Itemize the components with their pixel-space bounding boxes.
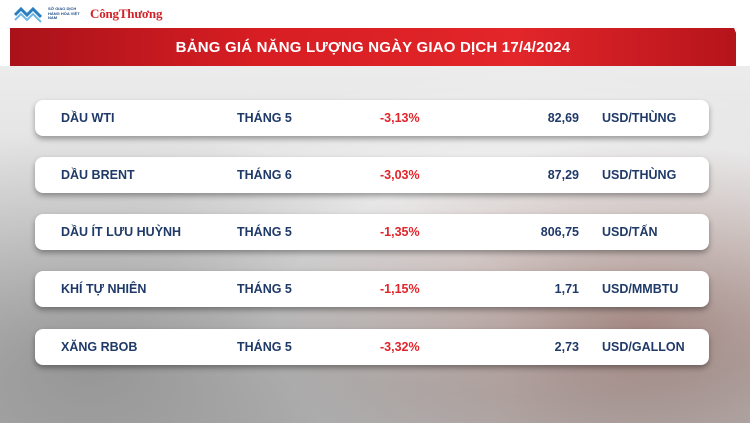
- exchange-logo-icon: [14, 6, 42, 23]
- contract-month: THÁNG 5: [237, 282, 292, 296]
- contract-month: THÁNG 5: [237, 111, 292, 125]
- price-value: 82,69: [547, 111, 579, 125]
- contract-month: THÁNG 6: [237, 168, 292, 182]
- price-change: -3,32%: [380, 340, 420, 354]
- price-value: 806,75: [540, 225, 579, 239]
- table-row: DẦU ÍT LƯU HUỲNH THÁNG 5 -1,35% 806,75 U…: [35, 214, 709, 250]
- table-row: KHÍ TỰ NHIÊN THÁNG 5 -1,15% 1,71 USD/MMB…: [35, 271, 709, 307]
- price-value: 1,71: [554, 282, 579, 296]
- exchange-name: SỞ GIAO DỊCH HÀNG HÓA VIỆT NAM: [48, 6, 80, 21]
- price-unit: USD/THÙNG: [602, 168, 677, 182]
- price-unit: USD/MMBTU: [602, 282, 679, 296]
- price-change: -3,03%: [380, 168, 420, 182]
- price-unit: USD/THÙNG: [602, 111, 677, 125]
- table-row: DẦU WTI THÁNG 5 -3,13% 82,69 USD/THÙNG: [35, 100, 709, 136]
- price-change: -1,15%: [380, 282, 420, 296]
- contract-month: THÁNG 5: [237, 340, 292, 354]
- price-value: 2,73: [554, 340, 579, 354]
- page-title: BẢNG GIÁ NĂNG LƯỢNG NGÀY GIAO DỊCH 17/4/…: [175, 38, 571, 56]
- commodity-name: KHÍ TỰ NHIÊN: [61, 282, 147, 296]
- commodity-name: DẦU ÍT LƯU HUỲNH: [61, 225, 182, 239]
- contract-month: THÁNG 5: [237, 225, 292, 239]
- logo: SỞ GIAO DỊCH HÀNG HÓA VIỆT NAM CôngThươn…: [14, 3, 162, 25]
- price-change: -3,13%: [380, 111, 420, 125]
- brand-logo: CôngThương: [90, 6, 163, 21]
- price-change: -1,35%: [380, 225, 420, 239]
- price-unit: USD/GALLON: [602, 340, 685, 354]
- commodity-name: DẦU WTI: [61, 111, 115, 125]
- price-value: 87,29: [547, 168, 579, 182]
- commodity-name: DẦU BRENT: [61, 168, 135, 182]
- commodity-name: XĂNG RBOB: [61, 340, 138, 354]
- table-row: XĂNG RBOB THÁNG 5 -3,32% 2,73 USD/GALLON: [35, 329, 709, 365]
- price-unit: USD/TẤN: [602, 225, 658, 239]
- title-banner: [10, 28, 736, 66]
- table-row: DẦU BRENT THÁNG 6 -3,03% 87,29 USD/THÙNG: [35, 157, 709, 193]
